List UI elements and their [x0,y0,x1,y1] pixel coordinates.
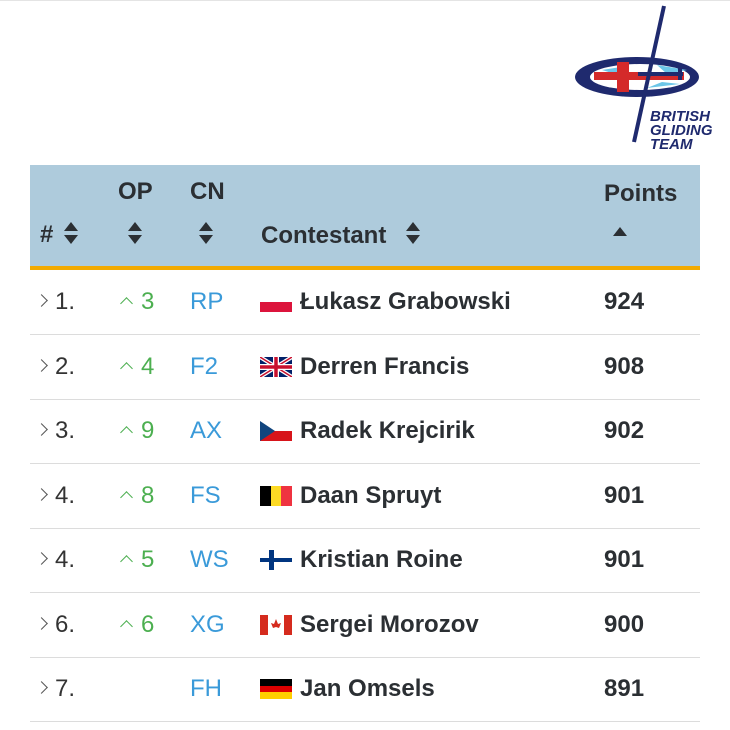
column-header-op[interactable]: OP [118,178,153,205]
points: 902 [604,417,645,444]
competition-number[interactable]: RP [190,288,224,315]
column-header-contestant[interactable]: Contestant [261,222,387,249]
table-row[interactable]: 7. FH Jan Omsels 891 [30,657,700,722]
rank: 4. [55,546,76,573]
contestant-name[interactable]: Daan Spruyt [300,481,442,509]
contestant-name[interactable]: Jan Omsels [300,675,435,702]
finland-flag-icon [260,550,292,570]
positions-gained: 6 [141,610,155,638]
expand-chevron-icon[interactable] [35,294,48,307]
points: 891 [604,675,645,702]
sort-icon[interactable] [64,222,78,244]
competition-number[interactable]: AX [190,417,223,444]
points: 908 [604,352,645,380]
points: 901 [604,546,645,573]
sort-ascending-icon[interactable] [613,227,627,249]
table-row[interactable]: 6. 6 XG Sergei Morozov 900 [30,593,700,658]
sort-icon[interactable] [406,222,420,244]
column-header-points[interactable]: Points [604,180,678,207]
svg-text:BRITISH: BRITISH [650,108,711,125]
rank: 1. [55,288,76,315]
poland-flag-icon [260,292,292,312]
table-row[interactable]: 1. 3 RP Łukasz Grabowski 924 [30,270,700,335]
position-up-icon [120,297,133,310]
table-header: # OP CN Contestant Points [30,165,700,266]
position-up-icon [120,426,133,439]
points: 900 [604,610,645,638]
expand-chevron-icon[interactable] [35,681,48,694]
points: 901 [604,481,645,509]
rank: 3. [55,417,76,444]
column-header-rank[interactable]: # [40,221,54,248]
table-row[interactable]: 3. 9 AX Radek Krejcirik 902 [30,399,700,464]
position-up-icon [120,490,133,504]
contestant-name[interactable]: Kristian Roine [300,546,463,573]
competition-number[interactable]: FH [190,675,222,702]
competition-number[interactable]: WS [190,546,229,573]
positions-gained: 4 [141,352,155,380]
positions-gained: 5 [141,546,155,573]
svg-text:TEAM: TEAM [650,136,693,153]
expand-chevron-icon[interactable] [35,358,48,372]
canada-flag-icon [260,614,292,635]
sort-icon[interactable] [199,222,213,244]
expand-chevron-icon[interactable] [35,616,48,630]
expand-chevron-icon[interactable] [35,487,48,501]
competition-number[interactable]: F2 [190,352,219,380]
table-row[interactable]: 4. 5 WS Kristian Roine 901 [30,528,700,593]
rank: 7. [55,675,76,702]
czech-republic-flag-icon [260,421,292,441]
sort-icon[interactable] [128,222,142,244]
expand-chevron-icon[interactable] [35,423,48,436]
contestant-name[interactable]: Sergei Morozov [300,610,479,638]
rank: 4. [55,481,76,509]
position-up-icon [120,555,133,568]
position-up-icon [120,619,133,633]
column-header-cn[interactable]: CN [190,178,225,205]
header-divider [30,266,700,270]
belgium-flag-icon [260,485,292,506]
position-up-icon [120,361,133,375]
competition-number[interactable]: FS [190,481,221,509]
contestant-name[interactable]: Łukasz Grabowski [300,288,511,315]
positions-gained: 8 [141,481,155,509]
united-kingdom-flag-icon [260,356,292,377]
contestant-name[interactable]: Radek Krejcirik [300,417,475,444]
table-row[interactable]: 2. 4 F2 Derren Francis 908 [30,335,700,400]
positions-gained: 9 [141,417,155,444]
contestant-name[interactable]: Derren Francis [300,352,470,380]
competition-number[interactable]: XG [190,610,225,638]
table-row[interactable]: 4. 8 FS Daan Spruyt 901 [30,464,700,529]
rank: 6. [55,610,76,638]
top-divider [0,0,730,1]
svg-text:GLIDING: GLIDING [650,122,713,139]
rank: 2. [55,352,76,380]
positions-gained: 3 [141,288,155,315]
british-gliding-team-logo: BRITISH GLIDING TEAM [575,5,713,153]
expand-chevron-icon[interactable] [35,552,48,565]
germany-flag-icon [260,679,292,699]
points: 924 [604,288,645,315]
